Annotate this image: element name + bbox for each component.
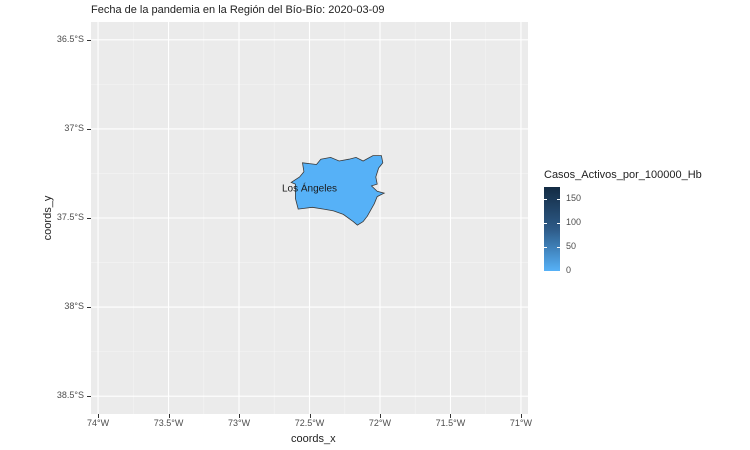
y-tick-label: 37°S bbox=[64, 122, 84, 133]
legend-tick-mark bbox=[544, 223, 547, 224]
x-tick-mark bbox=[309, 414, 311, 418]
x-tick-mark bbox=[450, 414, 452, 418]
map-canvas bbox=[91, 22, 528, 414]
x-axis-label: coords_x bbox=[291, 433, 336, 445]
x-tick-mark bbox=[168, 414, 170, 418]
legend-break-label: 150 bbox=[566, 193, 582, 203]
legend-break-label: 0 bbox=[566, 265, 572, 275]
legend-tick-mark bbox=[557, 247, 560, 248]
legend-title: Casos_Activos_por_100000_Hb bbox=[544, 169, 702, 181]
plot-title: Fecha de la pandemia en la Región del Bí… bbox=[91, 4, 385, 16]
y-tick-mark bbox=[87, 396, 91, 398]
x-tick-label: 73°W bbox=[227, 418, 251, 428]
y-tick-label: 38°S bbox=[64, 301, 84, 312]
legend-tick-mark bbox=[557, 223, 560, 224]
y-tick-mark bbox=[87, 218, 91, 219]
legend-tick-mark bbox=[544, 247, 547, 248]
legend-break-label: 100 bbox=[566, 217, 582, 227]
x-tick-label: 73.5°W bbox=[153, 418, 184, 428]
legend-tick-mark bbox=[544, 271, 547, 272]
y-tick-label: 38.5°S bbox=[56, 390, 84, 401]
x-tick-mark bbox=[239, 414, 241, 418]
x-tick-mark bbox=[379, 414, 381, 418]
x-tick-label: 71°W bbox=[509, 418, 532, 428]
x-tick-mark bbox=[98, 414, 100, 418]
legend-break-label: 50 bbox=[566, 241, 577, 251]
y-tick-label: 37.5°S bbox=[56, 212, 84, 222]
region-label: Los Ángeles bbox=[281, 183, 338, 195]
y-tick-mark bbox=[87, 39, 91, 41]
legend-tick-mark bbox=[557, 271, 560, 272]
x-tick-label: 71.5°W bbox=[435, 418, 466, 428]
x-tick-label: 74°W bbox=[86, 418, 110, 428]
y-tick-label: 36.5°S bbox=[56, 33, 84, 44]
y-axis-label: coords_y bbox=[42, 195, 54, 241]
x-tick-label: 72.5°W bbox=[294, 418, 325, 428]
x-tick-label: 72°W bbox=[368, 418, 392, 428]
y-tick-mark bbox=[87, 128, 91, 130]
map-panel bbox=[91, 22, 528, 414]
y-tick-mark bbox=[87, 307, 91, 309]
legend-colorbar bbox=[544, 187, 560, 271]
legend-tick-mark bbox=[544, 199, 547, 200]
region-polygon bbox=[290, 155, 386, 226]
legend-tick-mark bbox=[557, 199, 560, 200]
x-tick-mark bbox=[520, 414, 522, 418]
